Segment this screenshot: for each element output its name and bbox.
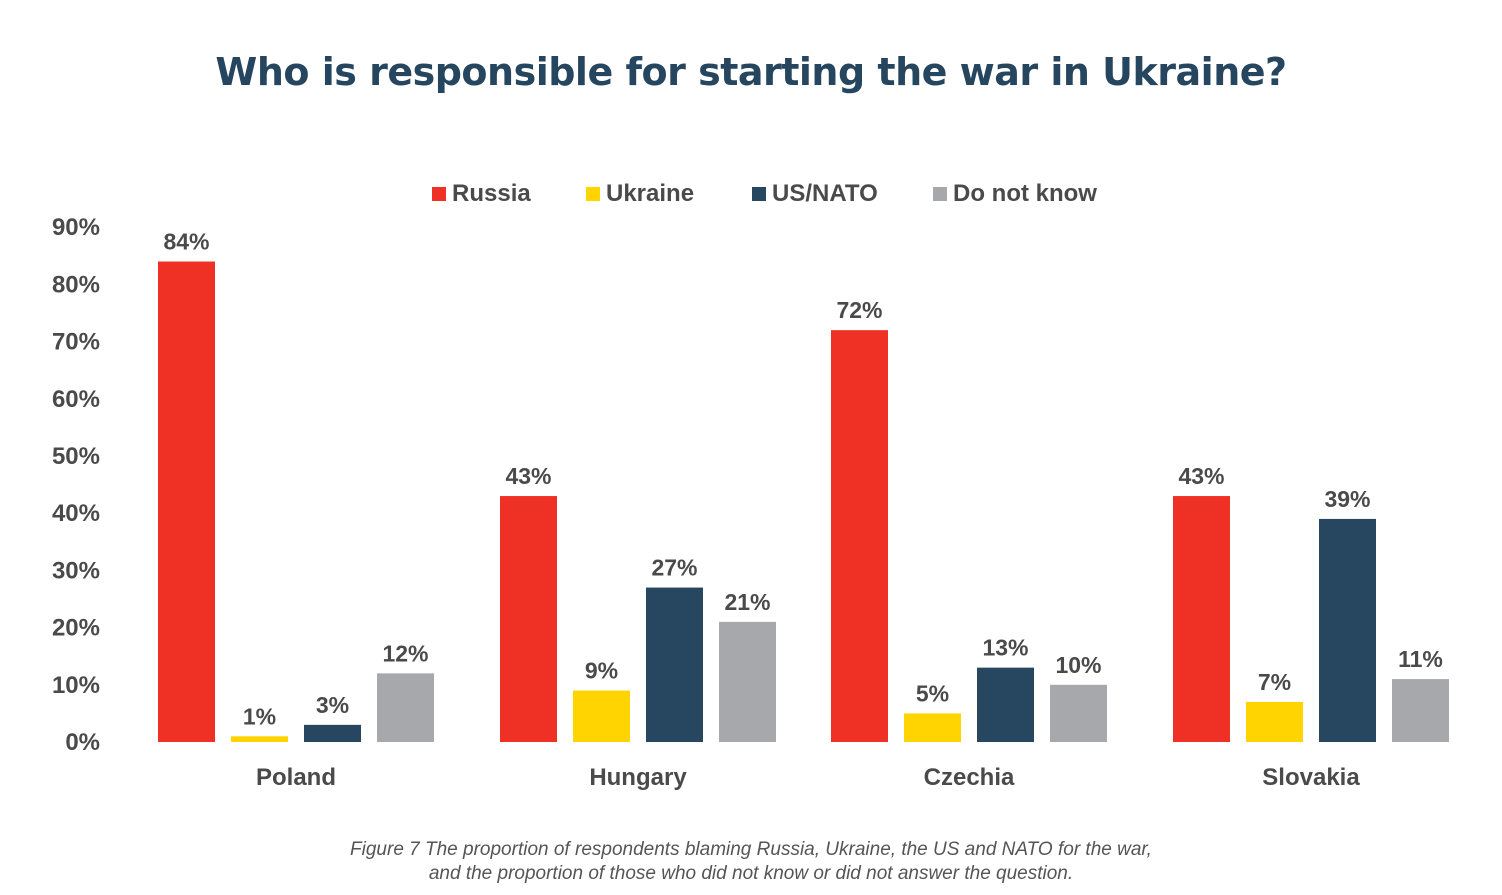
data-label-slovakia-russia: 43% (1178, 463, 1224, 489)
bar-slovakia-ukraine (1246, 701, 1303, 742)
y-tick-label-40: 40% (52, 500, 100, 527)
y-tick-label-30: 30% (52, 557, 100, 584)
data-label-czechia-do-not-know: 10% (1055, 652, 1101, 678)
legend-label-russia: Russia (452, 180, 531, 207)
data-label-poland-us-nato: 3% (316, 692, 349, 718)
data-label-poland-do-not-know: 12% (382, 640, 428, 666)
bar-poland-do-not-know (377, 673, 434, 742)
data-label-hungary-ukraine: 9% (585, 658, 618, 684)
bar-hungary-ukraine (573, 690, 630, 742)
legend-swatch-do-not-know (933, 187, 947, 201)
data-label-hungary-us-nato: 27% (651, 555, 697, 581)
bar-hungary-russia (500, 496, 557, 742)
y-tick-label-70: 70% (52, 329, 100, 356)
y-tick-label-90: 90% (52, 214, 100, 241)
data-label-slovakia-ukraine: 7% (1258, 669, 1291, 695)
legend-item-do-not-know: Do not know (933, 180, 1097, 208)
legend-swatch-ukraine (586, 187, 600, 201)
data-label-hungary-do-not-know: 21% (724, 589, 770, 615)
bar-slovakia-do-not-know (1392, 679, 1449, 742)
figure-caption: Figure 7 The proportion of respondents b… (0, 838, 1502, 886)
data-label-slovakia-us-nato: 39% (1324, 486, 1370, 512)
legend-item-ukraine: Ukraine (586, 180, 694, 208)
bar-slovakia-russia (1173, 496, 1230, 742)
bar-poland-ukraine (231, 736, 288, 742)
data-label-czechia-ukraine: 5% (916, 680, 949, 706)
x-category-label-poland: Poland (256, 764, 336, 791)
bar-hungary-do-not-know (719, 621, 776, 742)
data-label-slovakia-do-not-know: 11% (1398, 646, 1443, 672)
bar-slovakia-us-nato (1319, 518, 1376, 742)
caption-line-1: Figure 7 The proportion of respondents b… (350, 839, 1152, 860)
legend-label-ukraine: Ukraine (606, 180, 695, 207)
caption-line-2: and the proportion of those who did not … (428, 863, 1074, 884)
y-tick-label-0: 0% (65, 729, 100, 756)
bar-czechia-ukraine (904, 713, 961, 742)
legend-label-do-not-know: Do not know (953, 180, 1097, 207)
y-tick-label-20: 20% (52, 615, 100, 642)
data-label-poland-russia: 84% (163, 229, 209, 255)
y-tick-label-50: 50% (52, 443, 100, 470)
legend-label-us-nato: US/NATO (772, 180, 878, 207)
y-tick-label-60: 60% (52, 386, 100, 413)
legend: Russia Ukraine US/NATO Do not know (0, 180, 1502, 210)
bar-czechia-russia (831, 330, 888, 742)
bar-czechia-do-not-know (1050, 684, 1107, 742)
x-category-label-slovakia: Slovakia (1262, 764, 1360, 791)
data-label-czechia-russia: 72% (836, 297, 882, 323)
data-label-hungary-russia: 43% (505, 463, 551, 489)
bar-poland-russia (158, 261, 215, 742)
legend-swatch-us-nato (752, 187, 766, 201)
bar-czechia-us-nato (977, 667, 1034, 742)
data-label-poland-ukraine: 1% (243, 703, 276, 729)
legend-swatch-russia (432, 187, 446, 201)
bar-poland-us-nato (304, 724, 361, 742)
chart-title: Who is responsible for starting the war … (215, 50, 1287, 94)
y-tick-label-80: 80% (52, 271, 100, 298)
x-category-label-hungary: Hungary (589, 764, 687, 791)
legend-item-russia: Russia (432, 180, 531, 208)
data-label-czechia-us-nato: 13% (982, 635, 1028, 661)
x-category-label-czechia: Czechia (924, 764, 1015, 791)
bar-hungary-us-nato (646, 587, 703, 742)
y-tick-label-10: 10% (52, 672, 100, 699)
legend-item-us-nato: US/NATO (752, 180, 878, 208)
